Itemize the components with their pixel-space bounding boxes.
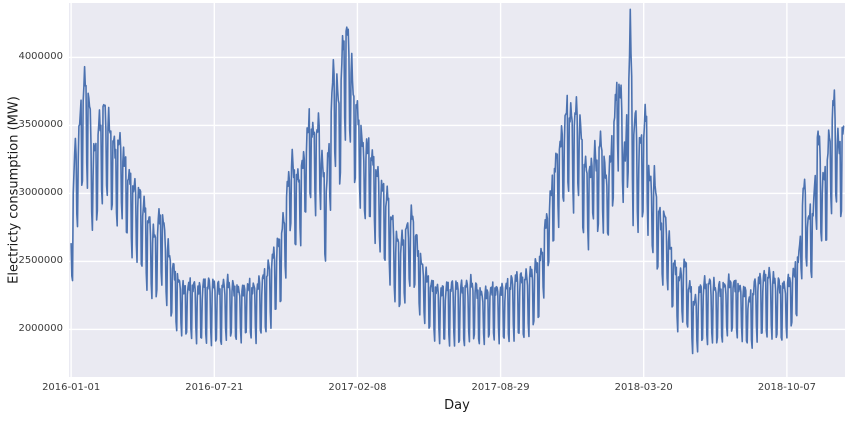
- y-tick-label: 3000000: [18, 187, 63, 199]
- x-tick-label: 2017-02-08: [328, 382, 387, 393]
- x-tick-label: 2016-07-21: [185, 382, 244, 393]
- x-tick-label: 2016-01-01: [42, 382, 101, 393]
- x-tick-label: 2018-03-20: [614, 382, 673, 393]
- y-tick-label: 2500000: [18, 255, 63, 267]
- y-tick-label: 4000000: [18, 51, 63, 63]
- x-tick-label: 2018-10-07: [757, 382, 816, 393]
- y-tick-label: 3500000: [18, 119, 63, 131]
- x-axis-label: Day: [444, 398, 470, 413]
- y-tick-label: 2000000: [18, 323, 63, 335]
- consumption-line-series: [70, 8, 845, 355]
- x-tick-label: 2017-08-29: [471, 382, 530, 393]
